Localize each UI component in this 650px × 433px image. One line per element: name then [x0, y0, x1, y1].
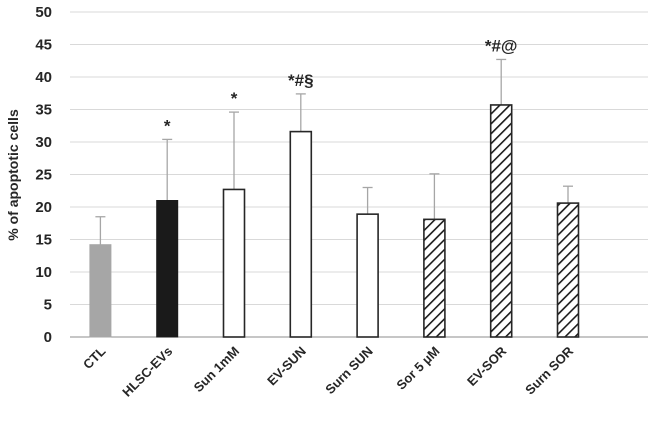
x-tick-label: Sor 5 µM — [393, 344, 442, 393]
bar-hlsc-evs — [156, 200, 179, 338]
y-tick-label: 15 — [35, 232, 52, 249]
bar-sor-5-m — [423, 218, 446, 338]
y-tick-label: 35 — [35, 102, 52, 119]
x-tick-label: EV-SUN — [264, 344, 309, 389]
significance-annotation: *#@ — [485, 36, 518, 55]
x-tick-label: Surn SOR — [522, 343, 576, 397]
bar-ctl — [89, 244, 112, 338]
y-tick-label: 5 — [44, 297, 52, 314]
y-tick-label: 25 — [35, 167, 52, 184]
significance-annotation: * — [231, 89, 238, 108]
x-tick-label: Sun 1mM — [191, 344, 242, 395]
bar-surn-sor — [556, 202, 580, 338]
y-axis-label: % of apoptotic cells — [5, 109, 21, 241]
x-tick-label: HLSC-EVs — [119, 344, 175, 400]
bar-sun-1mm — [222, 188, 246, 338]
x-tick-label: EV-SOR — [464, 343, 510, 389]
bar-ev-sun — [289, 130, 313, 338]
bar-surn-sun — [356, 213, 379, 338]
x-tick-label: Surn SUN — [322, 344, 376, 398]
x-tick-label: CTL — [80, 343, 109, 372]
bar-ev-sor — [489, 104, 513, 338]
significance-annotation: * — [164, 116, 171, 135]
y-tick-label: 30 — [35, 134, 52, 151]
y-tick-label: 20 — [35, 199, 52, 216]
significance-annotation: *#§ — [288, 71, 314, 90]
y-tick-label: 0 — [44, 329, 52, 346]
y-tick-label: 45 — [35, 37, 52, 54]
y-tick-label: 40 — [35, 69, 52, 86]
y-tick-label: 10 — [35, 264, 52, 281]
y-tick-label: 50 — [35, 4, 52, 21]
